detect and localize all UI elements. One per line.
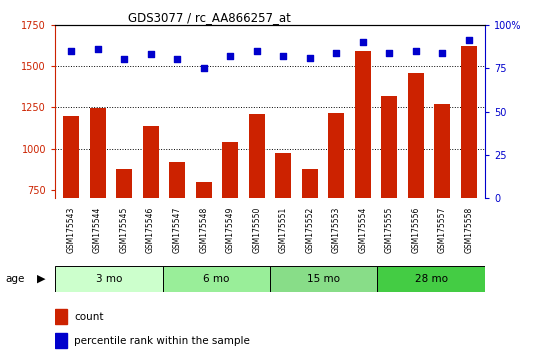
Point	[146, 51, 155, 57]
FancyBboxPatch shape	[377, 266, 485, 292]
Text: GSM175552: GSM175552	[305, 207, 314, 253]
Text: GSM175557: GSM175557	[438, 207, 447, 253]
Point	[385, 50, 394, 55]
Text: ▶: ▶	[37, 274, 46, 284]
Text: GSM175555: GSM175555	[385, 207, 394, 253]
Text: GSM175547: GSM175547	[172, 207, 182, 253]
Bar	[408, 73, 424, 314]
Text: 6 mo: 6 mo	[203, 274, 229, 284]
Text: GSM175551: GSM175551	[279, 207, 288, 253]
Text: GSM175554: GSM175554	[358, 207, 368, 253]
Text: 15 mo: 15 mo	[307, 274, 340, 284]
Point	[252, 48, 261, 53]
Bar	[169, 162, 185, 314]
Text: GSM175548: GSM175548	[199, 207, 208, 253]
Bar	[355, 51, 371, 314]
Text: GSM175550: GSM175550	[252, 207, 261, 253]
Bar	[116, 169, 132, 314]
FancyBboxPatch shape	[55, 266, 163, 292]
Bar	[302, 169, 318, 314]
Text: GSM175558: GSM175558	[464, 207, 473, 253]
Bar	[461, 46, 477, 314]
Text: 3 mo: 3 mo	[96, 274, 122, 284]
Text: percentile rank within the sample: percentile rank within the sample	[74, 336, 250, 346]
Point	[438, 50, 447, 55]
Point	[412, 48, 420, 53]
Bar	[55, 333, 67, 348]
Text: 28 mo: 28 mo	[415, 274, 447, 284]
Bar	[143, 126, 159, 314]
Text: age: age	[6, 274, 25, 284]
Text: GSM175546: GSM175546	[146, 207, 155, 253]
Bar	[381, 96, 397, 314]
Point	[93, 46, 102, 52]
Point	[199, 65, 208, 71]
Text: GSM175544: GSM175544	[93, 207, 102, 253]
Bar	[222, 142, 238, 314]
Bar	[328, 113, 344, 314]
Point	[359, 39, 368, 45]
Text: GDS3077 / rc_AA866257_at: GDS3077 / rc_AA866257_at	[128, 11, 291, 24]
FancyBboxPatch shape	[163, 266, 270, 292]
Point	[332, 50, 341, 55]
Text: GSM175556: GSM175556	[412, 207, 420, 253]
Text: GSM175545: GSM175545	[120, 207, 128, 253]
Point	[279, 53, 288, 59]
FancyBboxPatch shape	[270, 266, 377, 292]
Point	[67, 48, 75, 53]
Text: GSM175543: GSM175543	[67, 207, 75, 253]
Point	[172, 57, 181, 62]
Bar	[90, 108, 105, 314]
Text: GSM175549: GSM175549	[226, 207, 235, 253]
Bar	[249, 114, 264, 314]
Point	[464, 38, 473, 43]
Text: GSM175553: GSM175553	[332, 207, 341, 253]
Point	[305, 55, 314, 61]
Text: count: count	[74, 312, 104, 322]
Bar	[55, 309, 67, 324]
Bar	[276, 153, 291, 314]
Bar	[435, 104, 450, 314]
Bar	[196, 182, 212, 314]
Point	[120, 57, 128, 62]
Point	[226, 53, 235, 59]
Bar	[63, 116, 79, 314]
